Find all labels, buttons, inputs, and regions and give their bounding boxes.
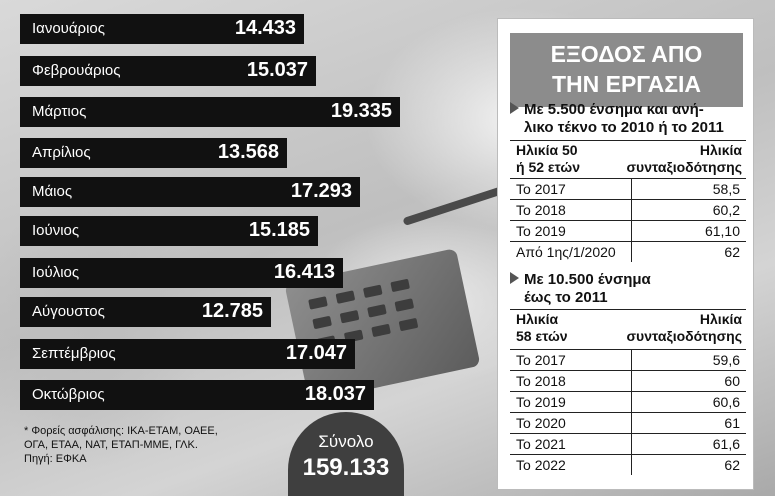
section2-col1-line-1: Ηλικία (516, 311, 559, 327)
bar-month-label: Απρίλιος (32, 144, 91, 161)
row-age: 60,6 (712, 394, 740, 410)
triangle-bullet-icon (510, 272, 519, 284)
footnote-source: Πηγή: ΕΦΚΑ (24, 453, 87, 465)
panel-title: ΕΞΟΔΟΣ ΑΠΟ ΤΗΝ ΕΡΓΑΣΙΑ (510, 33, 743, 107)
row-period: Το 2019 (516, 223, 566, 239)
table-row: Το 2019 60,6 (510, 391, 746, 413)
bar-value-label: 14.433 (234, 17, 296, 39)
bar-value-label: 17.293 (290, 180, 352, 202)
bar-month-label: Σεπτέμβριος (32, 345, 116, 362)
total-value: 159.133 (302, 454, 390, 481)
retirement-info-panel: ΕΞΟΔΟΣ ΑΠΟ ΤΗΝ ΕΡΓΑΣΙΑ Με 5.500 ένσημα κ… (497, 18, 754, 490)
section1-col1-line-2: ή 52 ετών (516, 159, 581, 175)
bar-9: Οκτώβριος 18.037 (20, 380, 374, 410)
bar-value-label: 19.335 (330, 100, 392, 122)
bar-value-label: 13.568 (217, 141, 279, 163)
row-age: 61,10 (704, 223, 740, 239)
row-period: Το 2017 (516, 181, 566, 197)
total-label: Σύνολο (318, 432, 374, 451)
bar-value-label: 18.037 (304, 383, 366, 405)
table-row: Το 2022 62 (510, 454, 746, 476)
section1-column-divider (631, 178, 632, 262)
section2-column-divider (631, 349, 632, 475)
footnote-line-1: * Φορείς ασφάλισης: ΙΚΑ-ΕΤΑΜ, ΟΑΕΕ, (24, 425, 218, 437)
footnote: * Φορείς ασφάλισης: ΙΚΑ-ΕΤΑΜ, ΟΑΕΕ, ΟΓΑ,… (24, 424, 294, 466)
row-age: 60 (724, 373, 740, 389)
bar-8: Σεπτέμβριος 17.047 (20, 339, 355, 369)
panel-title-line-2: ΤΗΝ ΕΡΓΑΣΙΑ (551, 71, 702, 97)
section1-heading: Με 5.500 ένσημα και ανή- λικο τέκνο το 2… (510, 101, 746, 137)
bar-value-label: 16.413 (273, 261, 335, 283)
section2-header-row: Ηλικία 58 ετών Ηλικία συνταξιοδότησης (510, 309, 746, 348)
section2-col1-line-2: 58 ετών (516, 328, 568, 344)
row-age: 59,6 (712, 352, 740, 368)
bar-value-label: 15.185 (248, 219, 310, 241)
bar-6: Ιούλιος 16.413 (20, 258, 343, 288)
section1-heading-line-1: Με 5.500 ένσημα και ανή- (524, 101, 704, 118)
bar-month-label: Ιανουάριος (32, 20, 105, 37)
section1-heading-line-2: λικο τέκνο το 2010 ή το 2011 (524, 119, 724, 136)
bar-month-label: Οκτώβριος (32, 386, 105, 403)
section1-col2-line-1: Ηλικία (699, 142, 742, 158)
bar-5: Ιούνιος 15.185 (20, 216, 318, 246)
row-age: 62 (724, 457, 740, 473)
row-age: 60,2 (712, 202, 740, 218)
bar-month-label: Μάιος (32, 183, 73, 200)
total-badge: Σύνολο 159.133 (288, 412, 404, 496)
row-period: Το 2017 (516, 352, 566, 368)
bar-month-label: Φεβρουάριος (32, 62, 121, 79)
row-period: Από 1ης/1/2020 (516, 244, 616, 260)
bar-3: Απρίλιος 13.568 (20, 138, 287, 168)
section1-header-row: Ηλικία 50 ή 52 ετών Ηλικία συνταξιοδότησης (510, 140, 746, 179)
bar-month-label: Ιούλιος (32, 264, 80, 281)
bar-1: Φεβρουάριος 15.037 (20, 56, 316, 86)
bar-month-label: Μάρτιος (32, 103, 87, 120)
bar-value-label: 17.047 (285, 342, 347, 364)
table-row: Το 2017 59,6 (510, 349, 746, 371)
row-period: Το 2018 (516, 202, 566, 218)
bar-2: Μάρτιος 19.335 (20, 97, 400, 127)
footnote-line-2: ΟΓΑ, ΕΤΑΑ, ΝΑΤ, ΕΤΑΠ-ΜΜΕ, ΓΛΚ. (24, 439, 198, 451)
panel-title-line-1: ΕΞΟΔΟΣ ΑΠΟ (550, 41, 703, 67)
table-row: Το 2021 61,6 (510, 433, 746, 455)
table-row: Το 2020 61 (510, 412, 746, 434)
section2-heading: Με 10.500 ένσημα έως το 2011 (510, 271, 746, 307)
section2-col2-line-2: συνταξιοδότησης (626, 328, 742, 344)
section1-col2-line-2: συνταξιοδότησης (626, 159, 742, 175)
bar-value-label: 12.785 (201, 300, 263, 322)
row-period: Το 2019 (516, 394, 566, 410)
section2-col2-line-1: Ηλικία (699, 311, 742, 327)
triangle-bullet-icon (510, 102, 519, 114)
bar-month-label: Αύγουστος (32, 303, 105, 320)
row-age: 61,6 (712, 436, 740, 452)
row-period: Το 2021 (516, 436, 566, 452)
bar-month-label: Ιούνιος (32, 222, 80, 239)
bar-value-label: 15.037 (246, 59, 308, 81)
row-age: 58,5 (712, 181, 740, 197)
row-period: Το 2020 (516, 415, 566, 431)
section1-col1-line-1: Ηλικία 50 (516, 142, 578, 158)
bar-4: Μάιος 17.293 (20, 177, 360, 207)
table-row: Το 2017 58,5 (510, 178, 746, 200)
table-row: Από 1ης/1/2020 62 (510, 241, 746, 263)
table-row: Το 2018 60 (510, 370, 746, 392)
bar-0: Ιανουάριος 14.433 (20, 14, 304, 44)
bar-7: Αύγουστος 12.785 (20, 297, 271, 327)
section2-heading-line-2: έως το 2011 (524, 289, 608, 306)
row-age: 61 (724, 415, 740, 431)
row-age: 62 (724, 244, 740, 260)
row-period: Το 2022 (516, 457, 566, 473)
row-period: Το 2018 (516, 373, 566, 389)
table-row: Το 2019 61,10 (510, 220, 746, 242)
table-row: Το 2018 60,2 (510, 199, 746, 221)
section2-heading-line-1: Με 10.500 ένσημα (524, 271, 651, 288)
